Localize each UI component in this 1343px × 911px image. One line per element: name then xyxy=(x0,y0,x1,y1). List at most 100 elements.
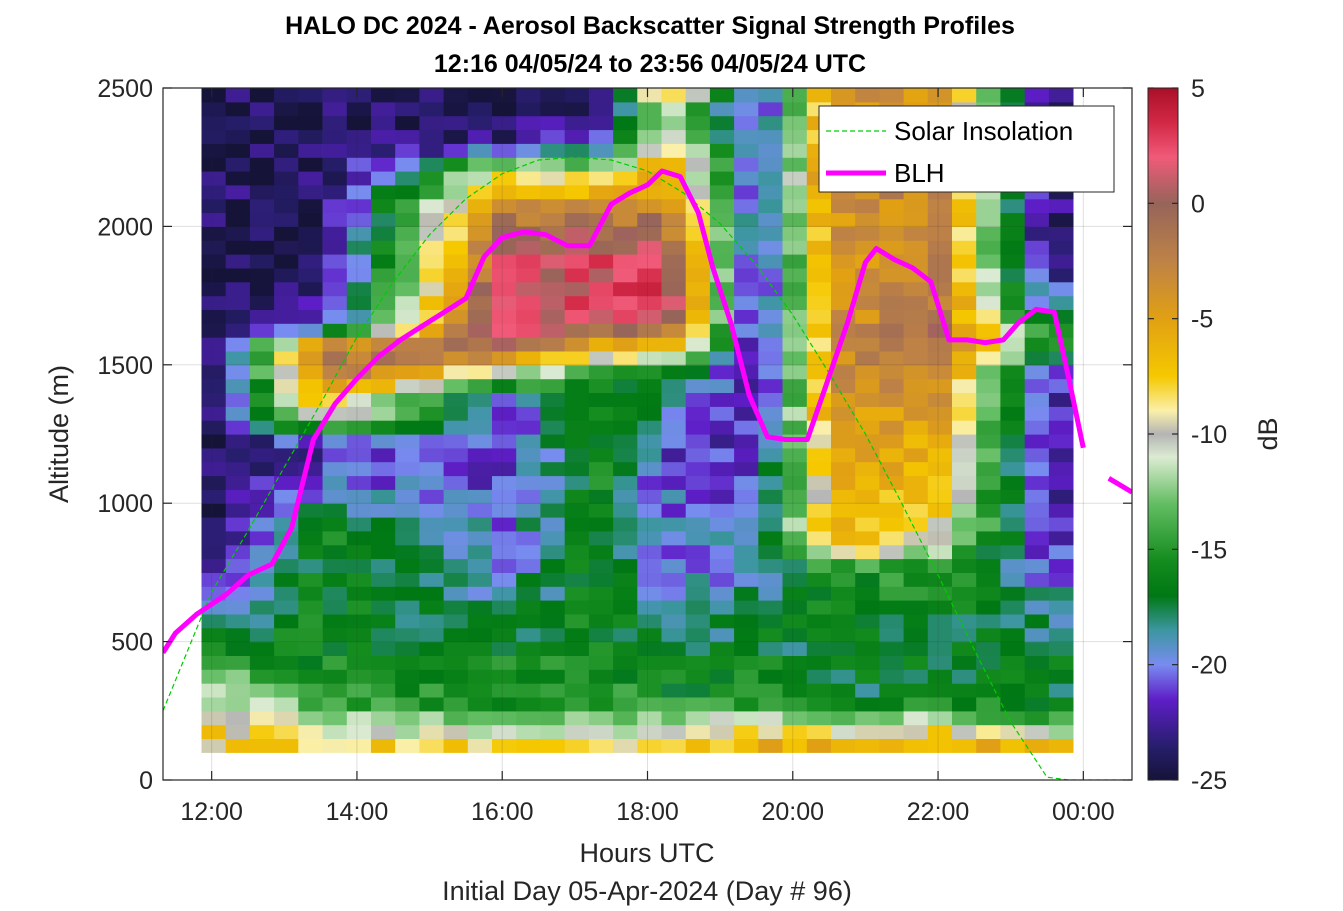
heatmap-cell xyxy=(564,461,590,477)
heatmap-cell xyxy=(1048,669,1074,684)
heatmap-cell xyxy=(249,461,275,477)
heatmap-cell xyxy=(225,669,251,684)
heatmap-cell xyxy=(492,517,517,532)
heatmap-cell xyxy=(346,323,372,338)
heatmap-cell xyxy=(903,475,929,490)
heatmap-cell xyxy=(1000,254,1025,269)
heatmap-cell xyxy=(395,641,420,656)
blh-line xyxy=(163,168,1086,655)
heatmap-cell xyxy=(371,641,396,656)
heatmap-cell xyxy=(225,267,251,283)
heatmap-cell xyxy=(588,572,614,587)
y-tick-label: 500 xyxy=(111,629,153,657)
heatmap-cell xyxy=(201,627,227,643)
heatmap-cell xyxy=(709,503,735,518)
heatmap-cell xyxy=(540,613,565,629)
heatmap-cell xyxy=(492,406,517,421)
heatmap-cell xyxy=(879,323,904,338)
colorbar-ticks: 50-5-10-15-20-25 xyxy=(1148,75,1227,795)
heatmap-cell xyxy=(976,586,1001,601)
heatmap-cell xyxy=(855,281,880,297)
heatmap-cell xyxy=(806,281,832,297)
heatmap-cell xyxy=(685,364,711,380)
heatmap-cell xyxy=(395,212,420,227)
heatmap-cell xyxy=(637,101,662,117)
heatmap-cell xyxy=(564,489,590,504)
heatmap-cell xyxy=(371,683,396,698)
heatmap-cell xyxy=(443,724,469,739)
heatmap-cell xyxy=(443,337,469,352)
heatmap-cell xyxy=(443,212,469,227)
heatmap-cell xyxy=(709,157,735,172)
heatmap-cell xyxy=(540,586,565,601)
heatmap-cell xyxy=(927,461,953,477)
heatmap-cell xyxy=(492,655,517,670)
heatmap-cell xyxy=(298,461,323,477)
heatmap-cell xyxy=(492,212,517,227)
heatmap-cell xyxy=(419,613,444,629)
heatmap-cell xyxy=(661,600,687,615)
heatmap-cell xyxy=(274,613,299,629)
heatmap-cell xyxy=(782,337,808,352)
y-axis-label: Altitude (m) xyxy=(44,365,74,503)
heatmap-cell xyxy=(419,724,444,739)
heatmap-cell xyxy=(249,724,275,739)
heatmap-cell xyxy=(758,378,783,393)
heatmap-cell xyxy=(1048,461,1074,477)
heatmap-cell xyxy=(346,101,372,117)
heatmap-cell xyxy=(492,530,517,546)
heatmap-cell xyxy=(274,212,299,227)
heatmap-cell xyxy=(758,697,783,712)
heatmap-cell xyxy=(661,641,687,656)
heatmap-cell xyxy=(1048,724,1074,739)
heatmap-cell xyxy=(564,586,590,601)
heatmap-cell xyxy=(685,710,711,726)
heatmap-cell xyxy=(685,544,711,560)
heatmap-cell xyxy=(831,503,856,518)
heatmap-cell xyxy=(637,517,662,532)
heatmap-cell xyxy=(492,489,517,504)
heatmap-cell xyxy=(976,364,1001,380)
heatmap-cell xyxy=(855,351,880,366)
heatmap-cell xyxy=(879,267,904,283)
heatmap-cell xyxy=(685,434,711,449)
heatmap-cell xyxy=(564,503,590,518)
heatmap-cell xyxy=(564,475,590,490)
heatmap-cell xyxy=(952,655,977,670)
heatmap-cell xyxy=(516,558,541,573)
heatmap-cell xyxy=(201,226,227,241)
heatmap-cell xyxy=(588,115,614,131)
heatmap-cell xyxy=(346,683,372,698)
x-axis-label-day: Initial Day 05-Apr-2024 (Day # 96) xyxy=(442,876,852,906)
heatmap-cell xyxy=(225,641,251,656)
heatmap-cell xyxy=(976,683,1001,698)
heatmap-cell xyxy=(1000,392,1025,407)
heatmap-cell xyxy=(540,184,565,200)
heatmap-cell xyxy=(564,530,590,546)
heatmap-cell xyxy=(419,157,444,172)
heatmap-cell xyxy=(322,697,348,712)
heatmap-cell xyxy=(249,198,275,214)
heatmap-cell xyxy=(395,171,420,186)
heatmap-cell xyxy=(492,323,517,338)
heatmap-cell xyxy=(419,530,444,546)
heatmap-cell xyxy=(201,517,227,532)
heatmap-cell xyxy=(201,697,227,712)
heatmap-cell xyxy=(201,115,227,131)
heatmap-cell xyxy=(1000,558,1025,573)
heatmap-cell xyxy=(419,392,444,407)
heatmap-cell xyxy=(346,420,372,435)
heatmap-cell xyxy=(903,697,929,712)
heatmap-cell xyxy=(540,710,565,726)
heatmap-cell xyxy=(298,157,323,172)
heatmap-cell xyxy=(298,683,323,698)
heatmap-cell xyxy=(516,420,541,435)
heatmap-cell xyxy=(685,267,711,283)
heatmap-cell xyxy=(346,697,372,712)
heatmap-cell xyxy=(782,641,808,656)
heatmap-cell xyxy=(831,447,856,463)
heatmap-cell xyxy=(952,627,977,643)
heatmap-cell xyxy=(613,281,638,297)
heatmap-cell xyxy=(225,475,251,490)
heatmap-cell xyxy=(540,101,565,117)
